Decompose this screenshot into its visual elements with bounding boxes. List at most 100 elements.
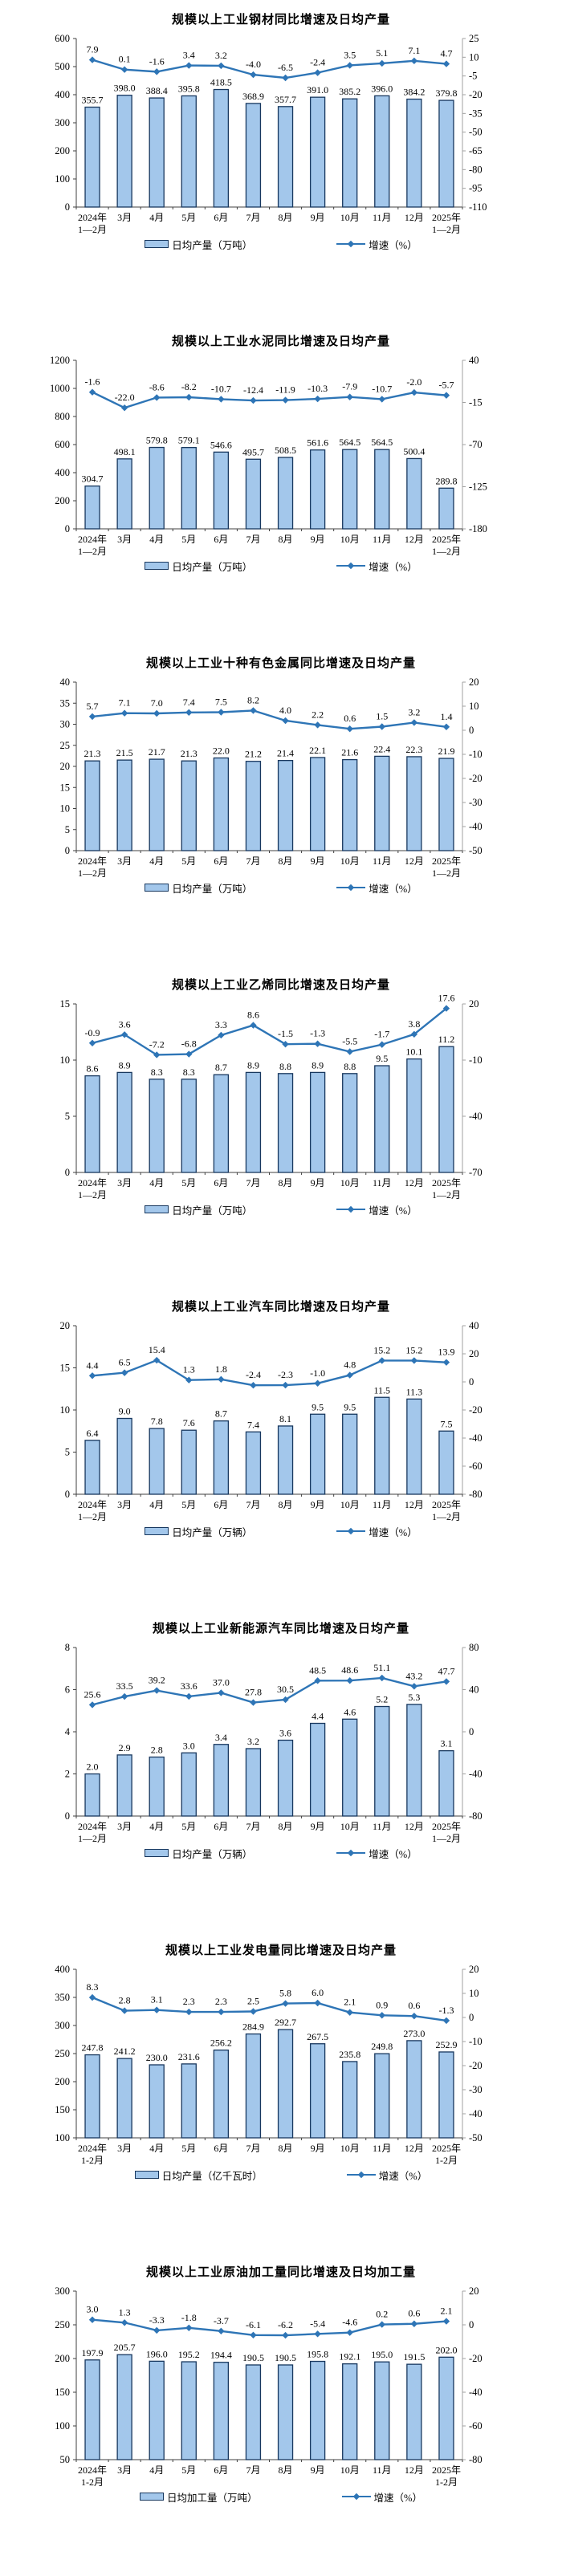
left-tick-label: 10 (60, 803, 71, 815)
x-category-label: 9月 (311, 1821, 325, 1832)
line-point (185, 1376, 193, 1383)
left-tick-label: 100 (55, 2420, 70, 2432)
right-tick-label: -20 (469, 2353, 483, 2364)
x-category-label: 7月 (246, 2143, 260, 2154)
x-category-label: 5月 (181, 1177, 196, 1188)
line-value-label: 48.6 (341, 1664, 358, 1676)
bar-value-label: 241.2 (114, 2046, 136, 2057)
line-value-label: -12.4 (243, 384, 263, 396)
line-value-label: 39.2 (149, 1675, 165, 1686)
line-point (442, 723, 450, 730)
line-point (153, 394, 161, 401)
bar (84, 1440, 100, 1495)
bar-value-label: 3.0 (183, 1740, 195, 1751)
legend-line-label: 增速（%） (369, 883, 417, 895)
line-point (153, 68, 161, 75)
x-category-label: 2025年 (432, 1177, 461, 1188)
bar-value-label: 2.8 (151, 1745, 163, 1756)
line-point (250, 396, 257, 404)
x-category-label: 2024年 (78, 2464, 107, 2476)
line-value-label: 0.6 (408, 2000, 420, 2011)
left-tick-label: 400 (55, 89, 70, 100)
x-category-label: 8月 (279, 1821, 293, 1832)
line-point (346, 2329, 353, 2336)
bar-value-label: 192.1 (339, 2351, 360, 2363)
line-value-label: -3.3 (149, 2314, 165, 2326)
line-swatch-icon (336, 886, 366, 889)
bar (84, 2054, 100, 2139)
bar (213, 88, 230, 208)
bar-value-label: 3.2 (247, 1736, 259, 1747)
bar-value-label: 8.9 (312, 1059, 324, 1071)
line-point (218, 709, 225, 716)
line-point (120, 2319, 128, 2326)
bar (149, 97, 165, 208)
x-category-label: 7月 (246, 2464, 260, 2476)
line-point (88, 1993, 96, 2001)
bar (277, 1073, 294, 1173)
right-tick-label: -15 (469, 397, 483, 408)
legend-bar-label: 日均产量（万辆） (172, 1848, 253, 1860)
bar-value-label: 9.0 (119, 1406, 131, 1417)
bar (116, 1754, 132, 1817)
x-category-label: 3月 (117, 212, 132, 223)
chart-new-energy-vehicles: 规模以上工业新能源汽车同比增速及日均产量 8 6 4 2 0 80 40 0 -40 -80 2.0… (0, 1609, 562, 1931)
left-tick-label: 20 (60, 761, 71, 772)
x-category-label: 10月 (340, 212, 360, 223)
left-tick-label: 15 (60, 782, 71, 793)
legend-line-series: 增速（%） (336, 880, 417, 896)
bar (438, 1046, 454, 1173)
x-category-label: 2024年 (78, 212, 107, 223)
bar (374, 1396, 390, 1495)
bar-value-label: 8.1 (279, 1413, 291, 1424)
bar (181, 447, 197, 530)
right-tick-label: 0 (469, 725, 474, 736)
x-category-label: 6月 (214, 1499, 228, 1510)
x-category-label: 4月 (149, 212, 164, 223)
x-category-label: 1—2月 (432, 224, 461, 234)
chart-cement: 规模以上工业水泥同比增速及日均产量 1200 1000 800 600 400 200 0 4… (0, 322, 562, 644)
bar (438, 758, 454, 851)
bar-value-label: 4.6 (344, 1706, 356, 1717)
bar-value-label: 284.9 (242, 2021, 264, 2033)
bar-value-label: 292.7 (275, 2017, 296, 2028)
left-tick-label: 250 (55, 2048, 70, 2059)
line-point (218, 1031, 225, 1039)
x-category-label: 7月 (246, 1821, 260, 1832)
bar-value-label: 194.4 (210, 2350, 232, 2361)
legend-line-series: 增速（%） (336, 1846, 417, 1861)
x-category-label: 8月 (279, 2143, 293, 2154)
line-value-label: 43.2 (405, 1670, 422, 1681)
bar (342, 1073, 358, 1173)
bar-value-label: 21.7 (149, 746, 165, 758)
line-point (378, 59, 385, 67)
x-category-label: 3月 (117, 1177, 132, 1188)
right-tick-label: 20 (469, 677, 479, 688)
line-value-label: 7.1 (408, 45, 420, 56)
legend-bar-series: 日均产量（万辆） (145, 1846, 252, 1861)
bar (84, 1773, 100, 1817)
line-value-label: 25.6 (84, 1688, 101, 1700)
bar-value-label: 395.8 (178, 83, 200, 94)
x-category-label: 6月 (214, 1821, 228, 1832)
bar-value-label: 8.8 (279, 1061, 291, 1072)
legend-bar-series: 日均产量（万吨） (145, 559, 252, 574)
right-tick-label: 0 (469, 2319, 474, 2330)
legend-bar-label: 日均产量（亿千瓦时） (161, 2170, 263, 2182)
x-category-label: 5月 (181, 1499, 196, 1510)
electricity-chart-canvas: 40035030025020015010020100-10-20-30-40-5… (55, 1964, 482, 2165)
x-category-label: 2024年 (78, 855, 107, 867)
x-category-label: 11月 (373, 534, 392, 545)
line-point (314, 1999, 321, 2007)
x-category-label: 4月 (149, 2464, 164, 2476)
chart-legend: 日均加工量（万吨） 增速（%） (0, 2489, 562, 2505)
x-category-label: 2025年 (432, 855, 461, 867)
bar (181, 1752, 197, 1817)
bar (277, 106, 294, 208)
bar-value-label: 202.0 (435, 2344, 457, 2355)
chart-automobiles: 规模以上工业汽车同比增速及日均产量 20 15 10 5 0 40 20 0 -20 -40 -60… (0, 1287, 562, 1609)
left-tick-label: 300 (55, 117, 70, 128)
legend-line-series: 增速（%） (346, 2168, 427, 2183)
bar-value-label: 252.9 (435, 2039, 457, 2050)
right-tick-label: -35 (469, 108, 483, 119)
